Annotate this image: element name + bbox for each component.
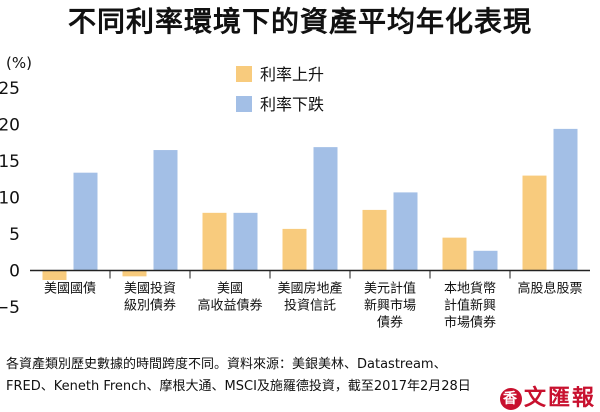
bar-rate-up [362,209,387,271]
footnote-line-1: 各資產類別歷史數據的時間跨度不同。資料來源：美銀美林、Datastream、 [6,357,447,372]
bar-rate-down [553,128,578,271]
bar-chart: 利率上升 利率下跌 25 20 15 10 5 0 −5 美國國債 美國投資級別債券美國高收益… [0,65,590,331]
bar-rate-up [282,228,307,271]
y-tick-label: 10 [0,189,20,209]
bar-rate-up [42,270,67,280]
chart-title: 不同利率環境下的資產平均年化表現 [67,5,532,38]
bar-rate-down [313,147,338,271]
bar-rate-up [522,175,547,271]
legend-swatch-rate-down [236,96,252,112]
y-tick-label: −5 [0,298,20,318]
x-category-label: 美國高收益債券 [197,282,262,314]
legend-label-rate-down: 利率下跌 [260,95,324,114]
legend-label-rate-up: 利率上升 [260,65,324,84]
publisher-badge-icon: 香 [499,388,522,410]
legend-swatch-rate-up [236,66,252,82]
bar-rate-down [153,150,178,271]
x-category-label: 美元計值新興市場債券 [364,281,416,331]
x-category-label: 美國投資級別債券 [124,281,176,314]
x-axis-labels: 美國國債 美國投資級別債券美國高收益債券美國房地產投資信託美元計值新興市場債券本地… [44,281,583,331]
bar-rate-up [442,237,467,271]
y-tick-label: 0 [9,262,20,282]
y-axis-ticks: 25 20 15 10 5 0 −5 [0,79,20,318]
bar-rate-up [202,212,227,271]
publisher-name: 文匯報 [523,385,596,411]
publisher-watermark: 香文匯報 [499,385,596,411]
y-tick-label: 15 [0,152,20,172]
bar-rate-down [393,192,418,271]
y-tick-label: 20 [0,116,20,136]
footnote-line-2: FRED、Keneth French、摩根大通、MSCI及施羅德投資，截至201… [6,379,471,394]
x-category-label: 美國房地產投資信託 [277,281,342,314]
y-axis-unit-label: (%) [6,54,32,72]
x-category-label: 高股息股票 [517,281,582,297]
bar-rate-down [473,250,498,271]
bars [30,128,590,280]
legend: 利率上升 利率下跌 [236,65,324,114]
bar-rate-down [73,172,98,271]
y-tick-label: 25 [0,79,20,99]
footnote: 各資產類別歷史數據的時間跨度不同。資料來源：美銀美林、Datastream、 F… [6,354,596,398]
y-tick-label: 5 [9,225,20,245]
x-category-label: 美國國債 [44,282,96,297]
x-category-label: 本地貨幣計值新興市場債券 [444,281,496,331]
bar-rate-up [122,270,147,277]
bar-rate-down [233,212,258,271]
